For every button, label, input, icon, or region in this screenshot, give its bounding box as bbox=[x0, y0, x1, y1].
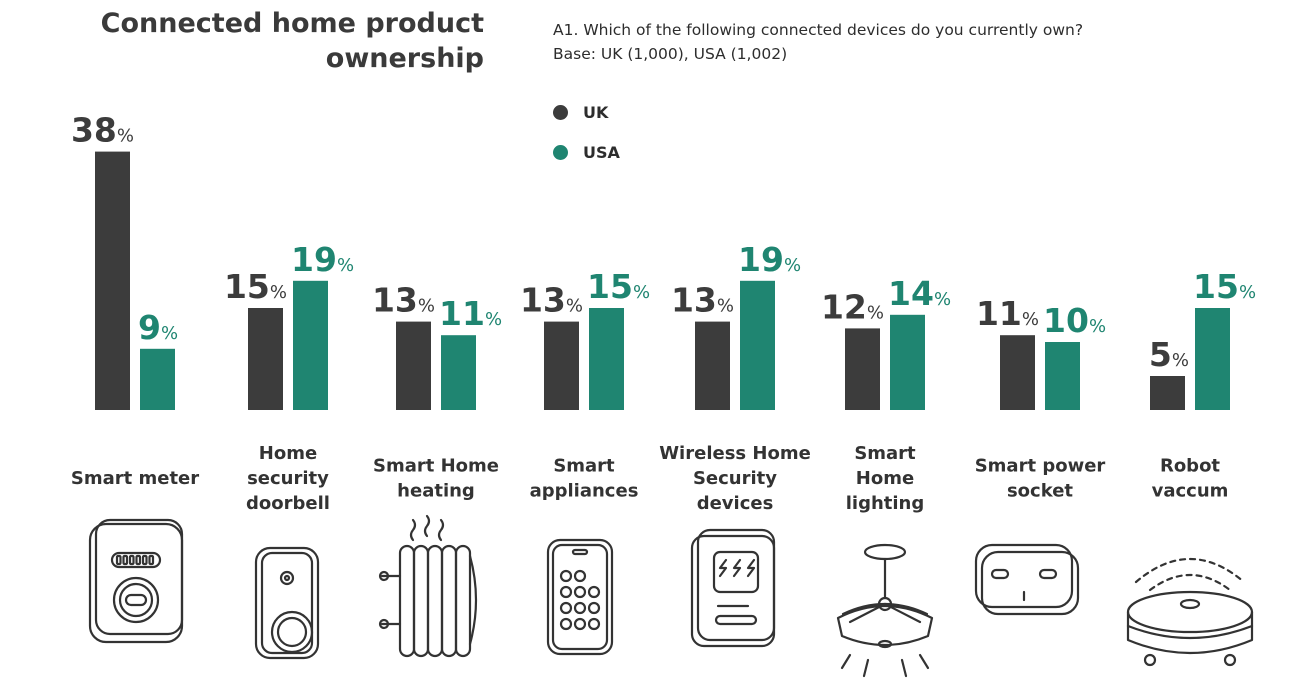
legend-swatch-uk bbox=[553, 104, 568, 120]
bar-uk-2 bbox=[248, 308, 283, 410]
value-label-uk-7: 11% bbox=[976, 294, 1039, 333]
ceiling-lamp-icon bbox=[836, 543, 934, 678]
bar-uk-5 bbox=[695, 321, 730, 410]
category-label-1: Smart meter bbox=[71, 468, 199, 489]
smart-meter-icon bbox=[88, 518, 184, 644]
bar-uk-4 bbox=[544, 321, 579, 410]
bar-usa-8 bbox=[1195, 308, 1230, 410]
value-label-usa-5: 19% bbox=[738, 240, 801, 279]
value-label-uk-5: 13% bbox=[671, 281, 734, 320]
category-label-6: Smart Home lighting bbox=[846, 443, 925, 514]
value-label-usa-3: 11% bbox=[439, 294, 502, 333]
category-label-7: Smart power socket bbox=[975, 456, 1106, 502]
bar-uk-6 bbox=[845, 328, 880, 410]
value-label-uk-2: 15% bbox=[224, 267, 287, 306]
bar-usa-2 bbox=[293, 280, 328, 410]
bar-usa-6 bbox=[890, 314, 925, 410]
value-label-uk-8: 5% bbox=[1149, 335, 1189, 374]
value-label-usa-6: 14% bbox=[888, 274, 951, 313]
robot-vacuum-icon bbox=[1126, 557, 1254, 667]
value-label-uk-3: 13% bbox=[372, 281, 435, 320]
category-label-8: Robot vaccum bbox=[1152, 456, 1229, 502]
phone-icon bbox=[546, 538, 614, 656]
chart-title-line-2: ownership bbox=[325, 43, 484, 74]
value-label-uk-4: 13% bbox=[520, 281, 583, 320]
bar-usa-4 bbox=[589, 308, 624, 410]
bar-uk-8 bbox=[1150, 376, 1185, 410]
value-label-usa-8: 15% bbox=[1193, 267, 1256, 306]
legend: UK USA bbox=[553, 100, 620, 180]
value-label-usa-7: 10% bbox=[1043, 301, 1106, 340]
radiator-icon bbox=[378, 514, 478, 658]
legend-item-usa: USA bbox=[553, 140, 620, 164]
legend-swatch-usa bbox=[553, 144, 568, 160]
question-text: A1. Which of the following connected dev… bbox=[553, 21, 1084, 39]
chart-title: Connected home product ownership bbox=[40, 6, 484, 76]
value-label-usa-2: 19% bbox=[291, 240, 354, 279]
legend-item-uk: UK bbox=[553, 100, 620, 124]
survey-question: A1. Which of the following connected dev… bbox=[553, 18, 1083, 66]
power-socket-icon bbox=[974, 543, 1080, 616]
category-label-3: Smart Home heating bbox=[373, 456, 499, 502]
bar-usa-1 bbox=[140, 348, 175, 410]
legend-label-usa: USA bbox=[583, 142, 620, 162]
value-label-uk-6: 12% bbox=[821, 287, 884, 326]
category-label-5: Wireless Home Security devices bbox=[659, 443, 811, 514]
bar-usa-3 bbox=[441, 335, 476, 410]
bar-uk-3 bbox=[396, 321, 431, 410]
category-label-2: Home security doorbell bbox=[246, 443, 330, 514]
bar-usa-5 bbox=[740, 280, 775, 410]
value-label-usa-1: 9% bbox=[138, 308, 178, 347]
security-panel-icon bbox=[690, 528, 776, 648]
bar-usa-7 bbox=[1045, 342, 1080, 410]
value-label-uk-1: 38% bbox=[71, 111, 134, 150]
base-text: Base: UK (1,000), USA (1,002) bbox=[553, 45, 788, 63]
value-label-usa-4: 15% bbox=[587, 267, 650, 306]
legend-label-uk: UK bbox=[583, 102, 609, 122]
doorbell-icon bbox=[254, 546, 320, 660]
bar-uk-1 bbox=[95, 151, 130, 410]
chart-title-line-1: Connected home product bbox=[100, 8, 484, 39]
bar-uk-7 bbox=[1000, 335, 1035, 410]
category-label-4: Smart appliances bbox=[530, 456, 639, 502]
